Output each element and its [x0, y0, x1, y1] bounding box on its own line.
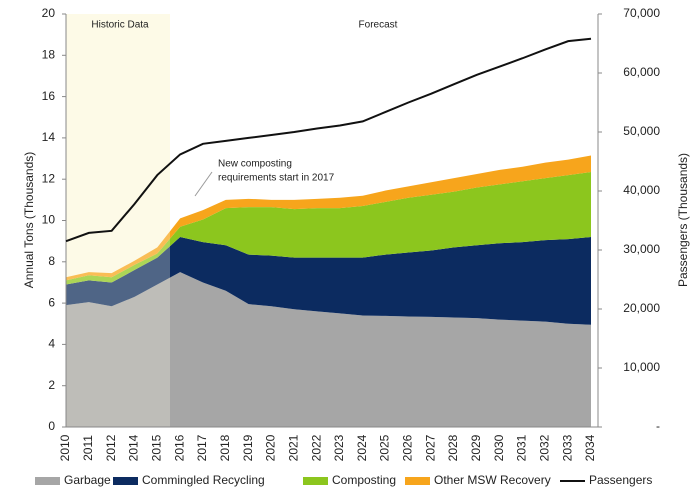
x-tick-label: 2016 — [172, 434, 186, 461]
x-tick-label: 2014 — [127, 434, 141, 461]
x-tick-label: 2034 — [583, 434, 597, 461]
x-tick-label: 2010 — [58, 434, 72, 461]
x-tick-label: 2023 — [332, 434, 346, 461]
x-tick-label: 2026 — [401, 434, 415, 461]
legend-label: Commingled Recycling — [142, 473, 265, 487]
y-tick-label: 18 — [42, 47, 56, 61]
y-tick-label: 20 — [42, 6, 56, 20]
y2-tick-label: 20,000 — [623, 301, 660, 315]
y2-tick-label: - — [656, 419, 660, 433]
x-tick-label: 2019 — [241, 434, 255, 461]
legend-label: Composting — [332, 473, 396, 487]
x-tick-label: 2018 — [218, 434, 232, 461]
annotation: New composting — [218, 159, 292, 170]
x-tick-label: 2012 — [104, 434, 118, 461]
annotation-leader — [194, 171, 213, 197]
area — [66, 272, 591, 427]
annotation: requirements start in 2017 — [218, 173, 335, 184]
y2-tick-label: 30,000 — [623, 242, 660, 256]
x-tick-label: 2033 — [560, 434, 574, 461]
y2-tick-label: 10,000 — [623, 360, 660, 374]
legend-swatch — [113, 477, 138, 485]
x-tick-label: 2011 — [81, 435, 95, 461]
legend-swatch — [303, 477, 328, 485]
y2-tick-label: 50,000 — [623, 124, 660, 138]
y2-tick-label: 40,000 — [623, 183, 660, 197]
annotation: Forecast — [359, 20, 398, 31]
y-tick-label: 4 — [48, 337, 55, 351]
y2-axis-label: Passengers (Thousands) — [676, 153, 690, 287]
x-tick-label: 2015 — [149, 434, 163, 461]
annotation: Historic Data — [91, 20, 149, 31]
x-tick-label: 2020 — [264, 434, 278, 461]
historic-overlay — [66, 14, 170, 427]
legend-swatch — [405, 477, 430, 485]
legend-label: Garbage — [64, 473, 111, 487]
x-tick-label: 2030 — [492, 434, 506, 461]
area — [66, 171, 591, 285]
y-tick-label: 12 — [42, 171, 56, 185]
y2-tick-label: 60,000 — [623, 65, 660, 79]
y2-tick-label: 70,000 — [623, 6, 660, 20]
x-tick-label: 2017 — [195, 434, 209, 461]
legend-label: Passengers — [589, 473, 652, 487]
x-tick-label: 2021 — [286, 434, 300, 461]
areas — [66, 155, 591, 427]
x-tick-label: 2024 — [355, 434, 369, 461]
x-tick-label: 2029 — [469, 434, 483, 461]
y-tick-label: 6 — [48, 295, 55, 309]
y-tick-label: 16 — [42, 89, 56, 103]
legend-label: Other MSW Recovery — [434, 473, 551, 487]
x-tick-label: 2032 — [538, 434, 552, 461]
y-tick-label: 8 — [48, 254, 55, 268]
y-tick-label: 2 — [48, 378, 55, 392]
area — [66, 155, 591, 281]
y-tick-label: 10 — [42, 213, 56, 227]
area — [66, 237, 591, 325]
y-tick-label: 14 — [42, 130, 56, 144]
legend-swatch — [35, 477, 60, 485]
x-tick-label: 2031 — [515, 434, 529, 461]
x-tick-label: 2027 — [423, 434, 437, 461]
x-tick-label: 2025 — [378, 434, 392, 461]
y-axis-label: Annual Tons (Thousands) — [22, 152, 36, 289]
x-tick-label: 2022 — [309, 434, 323, 461]
passenger-line — [65, 37, 592, 243]
y-tick-label: 0 — [48, 419, 55, 433]
x-tick-label: 2028 — [446, 434, 460, 461]
